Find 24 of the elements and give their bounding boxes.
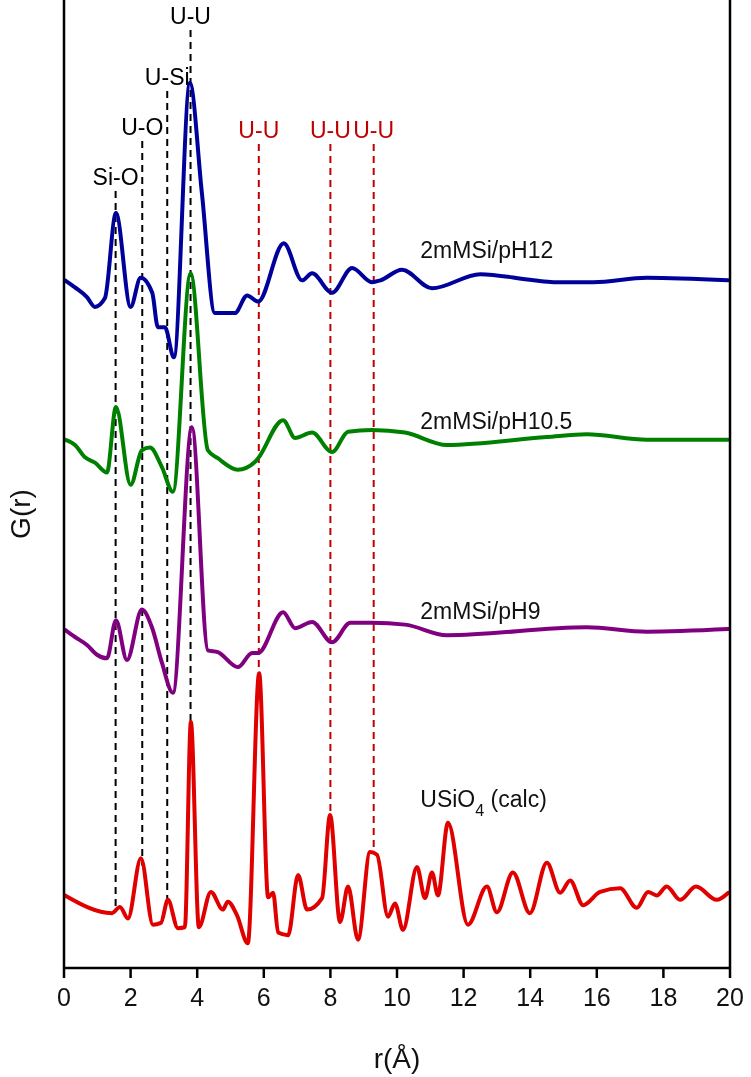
series-label: 2mMSi/pH10.5 (420, 407, 573, 434)
ref-line-label: Si-O (92, 164, 139, 190)
x-tick-label: 2 (123, 983, 138, 1011)
ref-line-label: U-O (121, 114, 164, 140)
x-tick-label: 16 (582, 983, 611, 1011)
series-label: USiO$_{4}$ (calc) (420, 785, 547, 819)
x-tick-label: 10 (383, 983, 411, 1011)
x-tick-label: 8 (323, 983, 338, 1011)
ref-line-label: U-U (170, 3, 211, 29)
series-label: 2mMSi/pH9 (420, 598, 541, 625)
x-tick-label: 0 (57, 983, 71, 1011)
x-tick-label: 14 (516, 983, 545, 1011)
ref-line-label: U-U (353, 117, 395, 143)
x-tick-label: 18 (649, 983, 678, 1011)
series-label: 2mMSi/pH12 (420, 237, 554, 264)
ref-line-label: U-U (309, 117, 351, 143)
ref-line-label: U-Si (144, 64, 190, 90)
x-tick-label: 6 (256, 983, 271, 1011)
x-axis-title: r(Å) (373, 1043, 421, 1074)
ref-line-label: U-U (238, 117, 280, 143)
x-tick-label: 4 (190, 983, 205, 1011)
x-tick-label: 20 (716, 983, 744, 1011)
x-tick-label: 12 (449, 983, 478, 1011)
y-axis-title: G(r) (5, 489, 36, 539)
